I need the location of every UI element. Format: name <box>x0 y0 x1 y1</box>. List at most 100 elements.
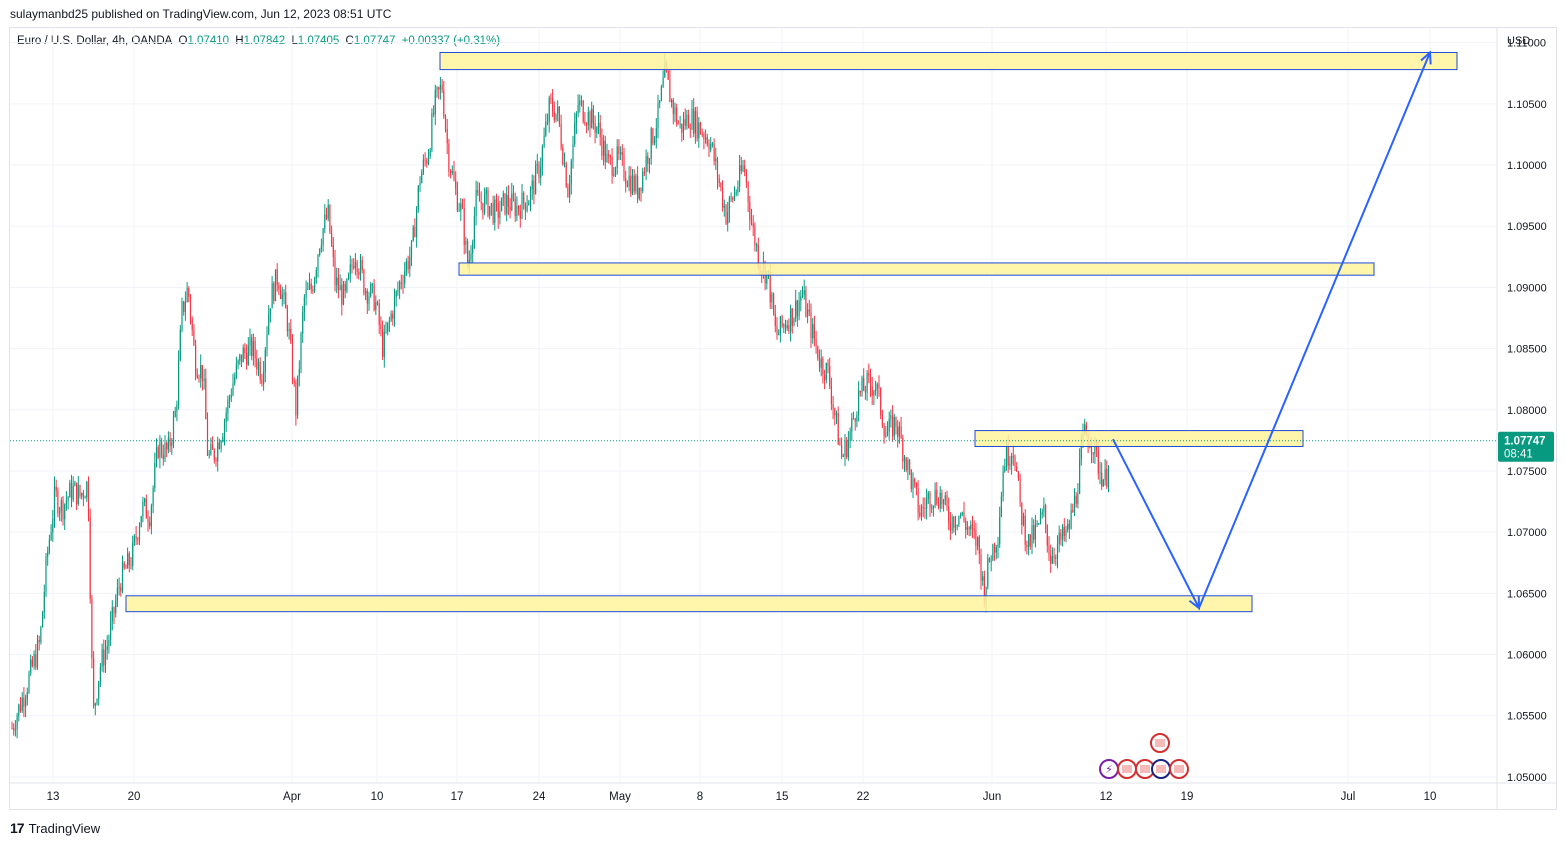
candle-body <box>842 455 844 457</box>
candle-body <box>660 86 662 101</box>
candle-body <box>441 84 443 91</box>
candle-body <box>154 462 156 488</box>
candle-body <box>1107 466 1110 487</box>
candle-body <box>946 495 948 507</box>
candle-body <box>926 498 928 509</box>
footer[interactable]: 17 TradingView <box>10 820 100 836</box>
currency-label[interactable]: USD <box>1507 35 1531 47</box>
candle-body <box>1089 447 1091 449</box>
candle-body <box>196 375 198 378</box>
candle-body <box>33 654 35 666</box>
candle-body <box>359 260 362 275</box>
candle-body <box>977 536 979 546</box>
price-tick-label: 1.11000 <box>1507 38 1546 50</box>
candle-body <box>339 285 341 291</box>
candle-body <box>920 506 923 517</box>
candle-body <box>893 417 895 437</box>
candle-body <box>57 490 59 514</box>
candle-body <box>987 558 989 587</box>
candle-body <box>201 364 203 382</box>
candle-body <box>455 180 457 189</box>
candle-body <box>604 140 606 162</box>
candle-body <box>847 439 849 458</box>
candle-body <box>754 226 756 246</box>
candle-body <box>703 134 705 140</box>
candle-body <box>858 390 860 416</box>
price-tick-label: 1.06500 <box>1507 588 1547 600</box>
candle-body <box>863 378 865 391</box>
candle-body <box>620 152 622 154</box>
candle-body <box>810 311 812 339</box>
candle-body <box>798 300 800 317</box>
candle-body <box>254 341 256 359</box>
candle-body <box>766 271 768 284</box>
candle-body <box>912 479 914 490</box>
time-tick-label: 8 <box>697 791 703 803</box>
candle-body <box>691 108 693 130</box>
candle-body <box>239 354 241 361</box>
candle-body <box>713 143 715 162</box>
candle-body <box>106 645 108 650</box>
tradingview-logo-icon: 17 <box>10 820 25 836</box>
candle-body <box>623 155 625 179</box>
time-tick-label: 22 <box>857 791 870 803</box>
candle-body <box>902 438 904 462</box>
candle-body <box>280 289 282 299</box>
candle-body <box>948 506 950 523</box>
candle-body <box>970 524 972 530</box>
candle-body <box>626 183 628 187</box>
candle-body <box>638 187 640 199</box>
candle-body <box>147 518 149 523</box>
open-label: O <box>178 35 188 47</box>
candle-body <box>319 249 321 256</box>
candle-body <box>184 302 186 312</box>
zone-resistance-mid <box>458 262 1375 276</box>
candle-body <box>261 379 263 384</box>
candle-body <box>990 560 992 562</box>
candle-body <box>121 562 124 592</box>
candle-body <box>150 506 152 527</box>
candle-body <box>94 703 96 706</box>
candle-body <box>485 189 487 195</box>
candle-body <box>779 316 781 334</box>
candle-body <box>74 482 76 486</box>
candle-body <box>694 111 696 134</box>
candles <box>11 52 1110 739</box>
candle-body <box>127 553 129 569</box>
candle-body <box>26 692 28 700</box>
candle-body <box>140 516 142 527</box>
candle-body <box>890 415 892 419</box>
candle-body <box>557 106 559 114</box>
candle-body <box>586 124 588 126</box>
candle-body <box>852 418 855 420</box>
candle-body <box>482 202 484 214</box>
candle-body <box>635 175 637 192</box>
candle-body <box>820 358 822 368</box>
time-tick-label: Apr <box>283 791 301 803</box>
candle-body <box>285 292 287 309</box>
candle-body <box>927 493 929 499</box>
candle-body <box>47 551 49 557</box>
grid <box>10 28 1497 783</box>
candle-body <box>48 539 50 552</box>
candle-body <box>956 524 958 526</box>
candle-body <box>383 331 385 357</box>
projection-arrow <box>1112 50 1432 611</box>
close-label: C <box>345 35 354 47</box>
candle-body <box>135 535 137 539</box>
candle-body <box>1048 545 1050 556</box>
candle-body <box>178 360 180 405</box>
candle-body <box>531 180 533 190</box>
projection-path <box>1112 52 1431 611</box>
candle-body <box>994 544 996 553</box>
candle-body <box>426 160 428 164</box>
candle-body <box>603 140 605 156</box>
candle-body <box>298 369 300 376</box>
candle-body <box>708 144 710 150</box>
candle-body <box>932 505 934 508</box>
candle-body <box>70 482 73 500</box>
candle-body <box>327 204 329 219</box>
candle-body <box>720 183 722 188</box>
candle-body <box>25 699 27 707</box>
